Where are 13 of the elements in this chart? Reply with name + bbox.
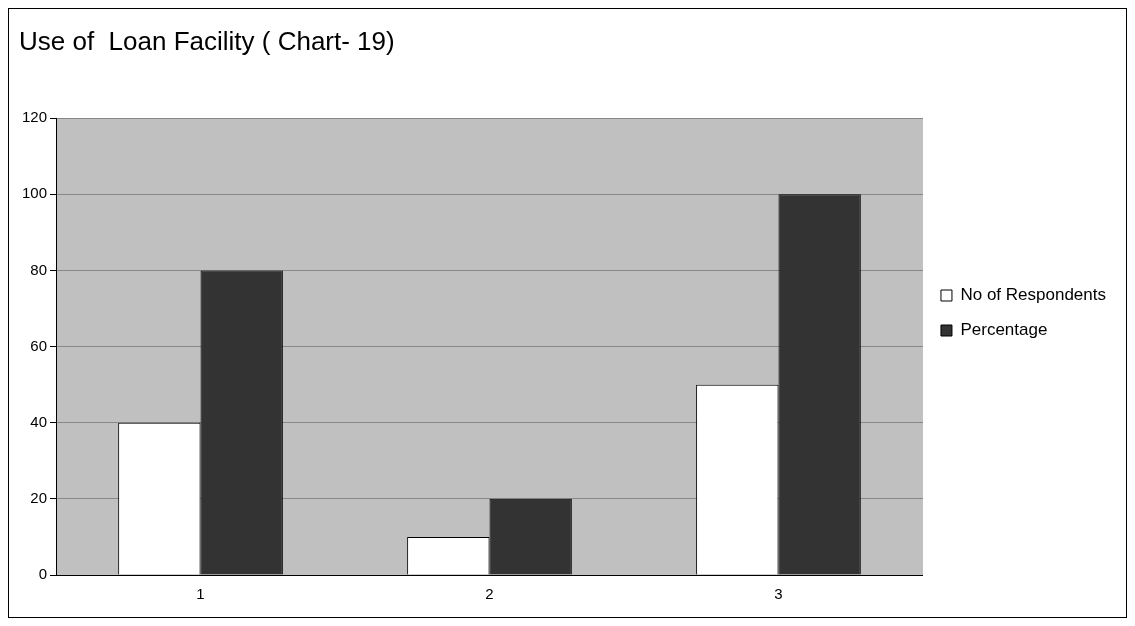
y-tick-label: 100 xyxy=(22,184,48,202)
chart-title: Use of Loan Facility ( Chart- 19) xyxy=(19,25,395,56)
x-tick-label: 3 xyxy=(774,585,783,603)
y-tick-label: 80 xyxy=(30,260,48,278)
y-tick-label: 40 xyxy=(30,412,48,430)
y-tick-label: 0 xyxy=(38,565,48,583)
y-tick-label: 60 xyxy=(30,336,48,354)
y-tick-label: 20 xyxy=(30,489,48,507)
legend-label: No of Respondents xyxy=(960,285,1107,305)
legend-label: Percentage xyxy=(960,320,1048,340)
y-tick-label: 120 xyxy=(22,108,48,126)
x-tick-label: 2 xyxy=(485,585,494,603)
x-tick-label: 1 xyxy=(196,585,205,603)
